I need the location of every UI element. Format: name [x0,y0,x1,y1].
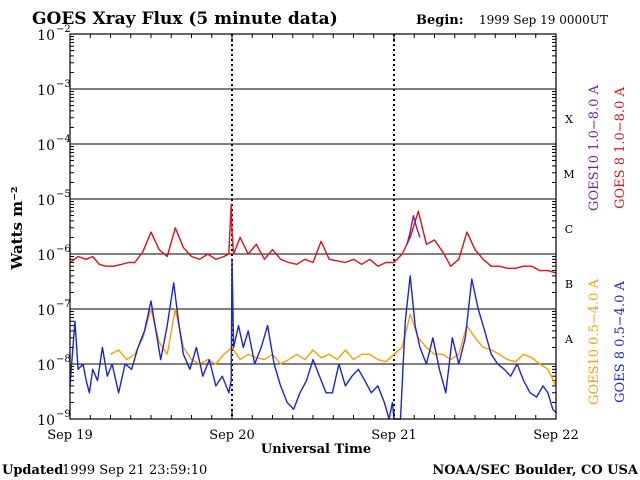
flare-class-label: X [565,113,573,126]
y-tick-label: 10 [37,303,55,319]
y-tick-label: 10 [37,83,55,99]
flare-class-label: A [564,333,574,346]
x-tick-label: Sep 20 [209,428,255,443]
series-line [69,258,557,420]
flare-class-label: B [565,278,573,291]
updated-label: Updated [2,463,63,478]
legend-entry: GOES 8 1.0−8.0 A [613,87,628,209]
y-tick-exponent: −7 [56,299,71,310]
x-axis-ticks: Sep 19 Sep 20 Sep 21 Sep 22 [47,34,579,443]
y-tick-label: 10 [37,193,55,209]
x-tick-label: Sep 21 [371,428,417,443]
y-tick-label: 10 [37,248,55,264]
begin-label: Begin: [416,13,464,28]
y-tick-label: 10 [37,138,55,154]
flare-class-labels: A B C M X [563,113,574,346]
y-tick-exponent: −9 [56,409,71,420]
y-tick-label: 10 [37,28,55,44]
y-tick-label: 10 [37,413,55,429]
chart-series [69,203,557,420]
y-axis-label: Watts m⁻² [8,186,26,270]
legend-entry: GOES10 1.0−8.0 A [587,84,602,210]
x-tick-label: Sep 19 [47,428,93,443]
begin-value: 1999 Sep 19 0000UT [479,13,608,27]
series-line [110,308,557,387]
legend-entry: GOES10 0.5−4.0 A [587,278,602,404]
updated-value: 1999 Sep 21 23:59:10 [62,463,207,478]
y-axis-ticks: 10−910−810−710−610−510−410−310−2 [37,24,556,429]
x-tick-label: Sep 22 [533,428,579,443]
series-line [69,203,557,274]
legend-entry: GOES 8 0.5−4.0 A [613,281,628,403]
x-axis-label: Universal Time [261,442,371,457]
flare-class-label: C [565,223,573,236]
y-tick-label: 10 [37,358,55,374]
flare-class-label: M [563,168,574,181]
y-tick-exponent: −2 [56,24,71,35]
chart-legend: GOES10 1.0−8.0 A GOES 8 1.0−8.0 A GOES10 0… [587,84,628,404]
y-tick-exponent: −6 [56,244,71,255]
y-tick-exponent: −4 [56,134,71,145]
series-line [406,214,421,245]
chart-title: GOES Xray Flux (5 minute data) [32,9,338,29]
y-tick-exponent: −3 [56,79,71,90]
y-tick-exponent: −8 [56,354,71,365]
y-tick-exponent: −5 [56,189,71,200]
credit-text: NOAA/SEC Boulder, CO USA [432,463,639,478]
